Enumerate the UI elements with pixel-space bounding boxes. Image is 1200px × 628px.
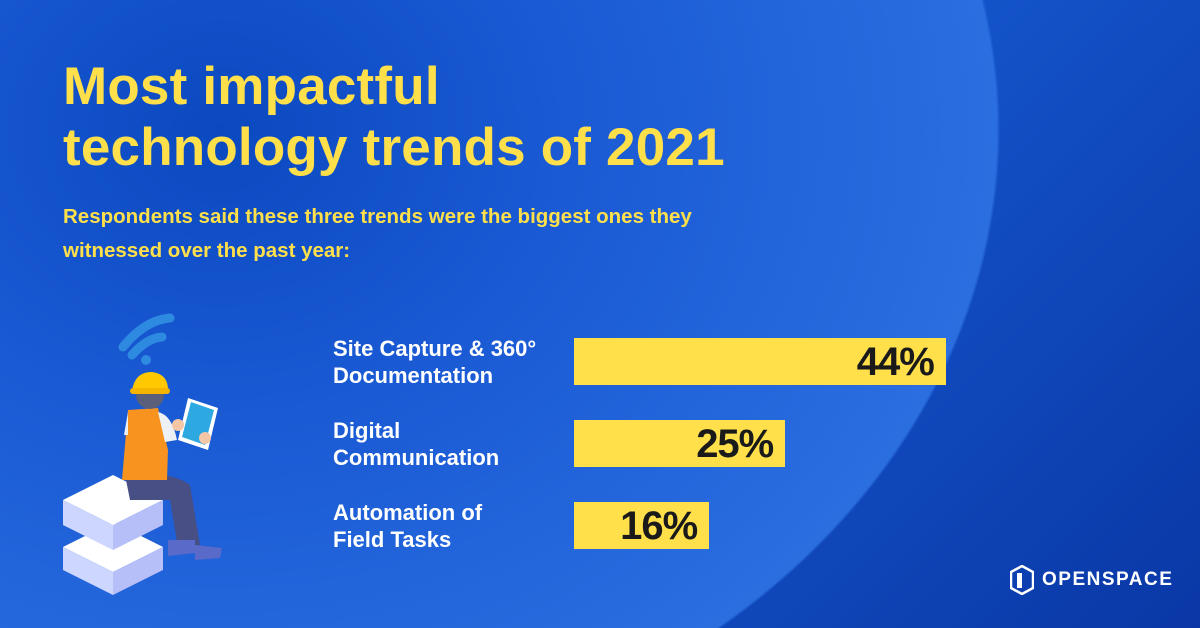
page-title: Most impactful technology trends of 2021 bbox=[63, 56, 725, 178]
openspace-logo: OPENSPACE bbox=[1010, 565, 1173, 595]
worker-illustration bbox=[50, 300, 250, 600]
category-label: Digital Communication bbox=[333, 417, 499, 471]
title-line-1: Most impactful bbox=[63, 57, 440, 116]
category-label-line: Communication bbox=[333, 445, 500, 470]
wifi-icon bbox=[118, 313, 175, 365]
openspace-logo-icon bbox=[1010, 565, 1034, 595]
category-label-line: Field Tasks bbox=[333, 527, 452, 552]
category-label: Automation of Field Tasks bbox=[333, 499, 482, 553]
bar: 16% bbox=[574, 502, 710, 549]
category-label: Site Capture & 360° Documentation bbox=[333, 335, 536, 389]
category-label-line: Site Capture & 360° bbox=[333, 336, 537, 361]
bar: 25% bbox=[574, 420, 786, 467]
data-label: 16% bbox=[620, 504, 698, 548]
category-label-line: Digital bbox=[333, 418, 401, 443]
subtitle: Respondents said these three trends were… bbox=[63, 205, 692, 262]
title-line-2: technology trends of 2021 bbox=[63, 118, 725, 177]
category-label-line: Documentation bbox=[333, 363, 494, 388]
bar: 44% bbox=[574, 338, 946, 385]
data-label: 44% bbox=[856, 340, 935, 384]
data-label: 25% bbox=[696, 422, 774, 466]
category-label-line: Automation of bbox=[333, 500, 483, 525]
brand-name: OPENSPACE bbox=[1042, 569, 1174, 590]
